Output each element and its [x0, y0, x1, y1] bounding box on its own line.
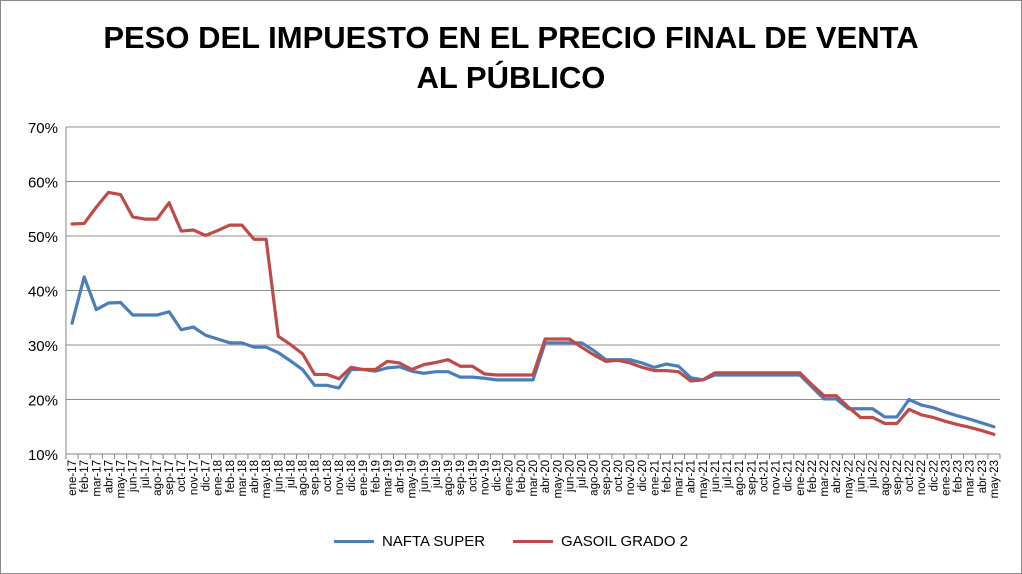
x-tick-label: oct-17	[176, 460, 188, 492]
x-tick-label: jun-20	[564, 460, 576, 493]
x-tick-label: dic-17	[200, 460, 212, 491]
x-tick-label: nov-17	[188, 460, 200, 495]
legend-label-gasoil: GASOIL GRADO 2	[561, 533, 689, 550]
y-tick-label: 70%	[28, 120, 58, 137]
x-tick-label: abr-19	[395, 460, 407, 493]
y-tick-label: 10%	[28, 447, 58, 464]
series-line-nafta-super	[70, 275, 996, 429]
x-tick-label: feb-22	[807, 460, 819, 493]
x-tick-label: abr-21	[686, 460, 698, 493]
x-tick-label: sep-18	[310, 460, 322, 495]
x-tick-label: mar-17	[91, 460, 103, 496]
x-tick-label: jun-18	[273, 460, 285, 493]
x-tick-label: ene-18	[213, 460, 225, 496]
y-tick-label: 60%	[28, 175, 58, 192]
x-tick-label: mar-22	[819, 460, 831, 496]
x-tick-label: ene-21	[649, 460, 661, 496]
x-tick-label: oct-19	[467, 460, 479, 492]
x-tick-label: mar-19	[382, 460, 394, 496]
legend: NAFTA SUPER GASOIL GRADO 2	[0, 533, 1022, 550]
x-tick-label: ago-18	[298, 460, 310, 496]
x-tick-label: abr-18	[249, 460, 261, 493]
x-tick-label: jul-18	[285, 460, 297, 489]
x-tick-label: feb-17	[79, 460, 91, 493]
x-tick-label: ago-19	[443, 460, 455, 496]
x-tick-label: jul-19	[431, 460, 443, 489]
x-tick-label: ene-23	[940, 460, 952, 496]
x-tick-label: mar-18	[237, 460, 249, 496]
x-tick-label: ago-21	[734, 460, 746, 496]
x-tick-label: ene-19	[358, 460, 370, 496]
x-tick-label: ago-22	[880, 460, 892, 496]
x-tick-label: jul-21	[722, 460, 734, 489]
x-tick-label: nov-22	[916, 460, 928, 495]
legend-swatch-nafta	[333, 540, 374, 543]
x-tick-label: may-19	[407, 460, 419, 498]
x-tick-label: dic-19	[492, 460, 504, 491]
chart-title-line2: AL PÚBLICO	[416, 60, 606, 95]
y-tick-label: 20%	[28, 393, 58, 410]
x-tick-label: jun-22	[856, 460, 868, 493]
x-tick-label: sep-20	[601, 460, 613, 495]
x-tick-label: oct-21	[758, 460, 770, 492]
x-tick-label: feb-19	[370, 460, 382, 493]
x-tick-label: may-23	[989, 460, 1001, 498]
x-tick-label: may-20	[552, 460, 564, 498]
x-tick-label: oct-18	[322, 460, 334, 492]
x-tick-label: jun-17	[128, 460, 140, 493]
x-tick-label: feb-23	[953, 460, 965, 493]
x-tick-label: oct-20	[613, 460, 625, 492]
x-tick-label: abr-22	[831, 460, 843, 493]
x-tick-label: ene-20	[504, 460, 516, 496]
x-tick-label: sep-17	[164, 460, 176, 495]
legend-label-nafta: NAFTA SUPER	[381, 533, 486, 550]
x-tick-label: ago-17	[152, 460, 164, 496]
x-tick-label: feb-21	[661, 460, 673, 493]
x-tick-label: may-18	[261, 460, 273, 498]
x-tick-label: dic-20	[637, 460, 649, 491]
x-tick-label: abr-23	[977, 460, 989, 493]
x-tick-label: nov-18	[334, 460, 346, 495]
series-line-gasoil-grado-2	[70, 190, 996, 436]
x-tick-label: dic-22	[928, 460, 940, 491]
x-tick-label: may-21	[698, 460, 710, 498]
x-tick-label: may-22	[843, 460, 855, 498]
x-tick-label: ene-22	[795, 460, 807, 496]
chart-title: PESO DEL IMPUESTO EN EL PRECIO FINAL DE …	[0, 18, 1022, 98]
legend-swatch-gasoil	[513, 540, 554, 543]
x-tick-label: mar-21	[674, 460, 686, 496]
x-tick-label: feb-20	[516, 460, 528, 493]
x-tick-label: dic-18	[346, 460, 358, 491]
x-tick-label: jun-19	[419, 460, 431, 493]
y-tick-label: 40%	[28, 284, 58, 301]
x-tick-label: jun-21	[710, 460, 722, 493]
x-tick-label: oct-22	[904, 460, 916, 492]
x-tick-label: jul-22	[868, 460, 880, 489]
y-tick-label: 50%	[28, 229, 58, 246]
x-tick-label: abr-20	[540, 460, 552, 493]
x-tick-label: jul-17	[140, 460, 152, 489]
x-tick-label: nov-19	[479, 460, 491, 495]
x-tick-label: may-17	[116, 460, 128, 498]
x-tick-label: ene-17	[67, 460, 79, 496]
x-tick-label: abr-17	[103, 460, 115, 493]
x-tick-label: feb-18	[225, 460, 237, 493]
x-tick-label: sep-21	[746, 460, 758, 495]
x-tick-label: mar-23	[965, 460, 977, 496]
y-tick-label: 30%	[28, 338, 58, 355]
legend-item-nafta: NAFTA SUPER	[333, 533, 486, 550]
x-tick-label: mar-20	[528, 460, 540, 496]
x-tick-label: sep-22	[892, 460, 904, 495]
x-tick-label: ago-20	[589, 460, 601, 496]
x-tick-label: sep-19	[455, 460, 467, 495]
legend-item-gasoil: GASOIL GRADO 2	[513, 533, 688, 550]
x-tick-label: jul-20	[577, 460, 589, 489]
x-tick-label: dic-21	[783, 460, 795, 491]
chart-title-line1: PESO DEL IMPUESTO EN EL PRECIO FINAL DE …	[103, 20, 919, 55]
x-tick-label: nov-20	[625, 460, 637, 495]
x-tick-label: nov-21	[771, 460, 783, 495]
